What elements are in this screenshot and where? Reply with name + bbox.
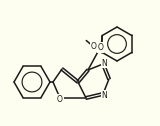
Text: N: N (101, 58, 107, 68)
Text: O: O (57, 94, 63, 103)
Text: O: O (90, 42, 96, 51)
Text: O: O (97, 43, 103, 52)
Text: N: N (101, 90, 107, 100)
